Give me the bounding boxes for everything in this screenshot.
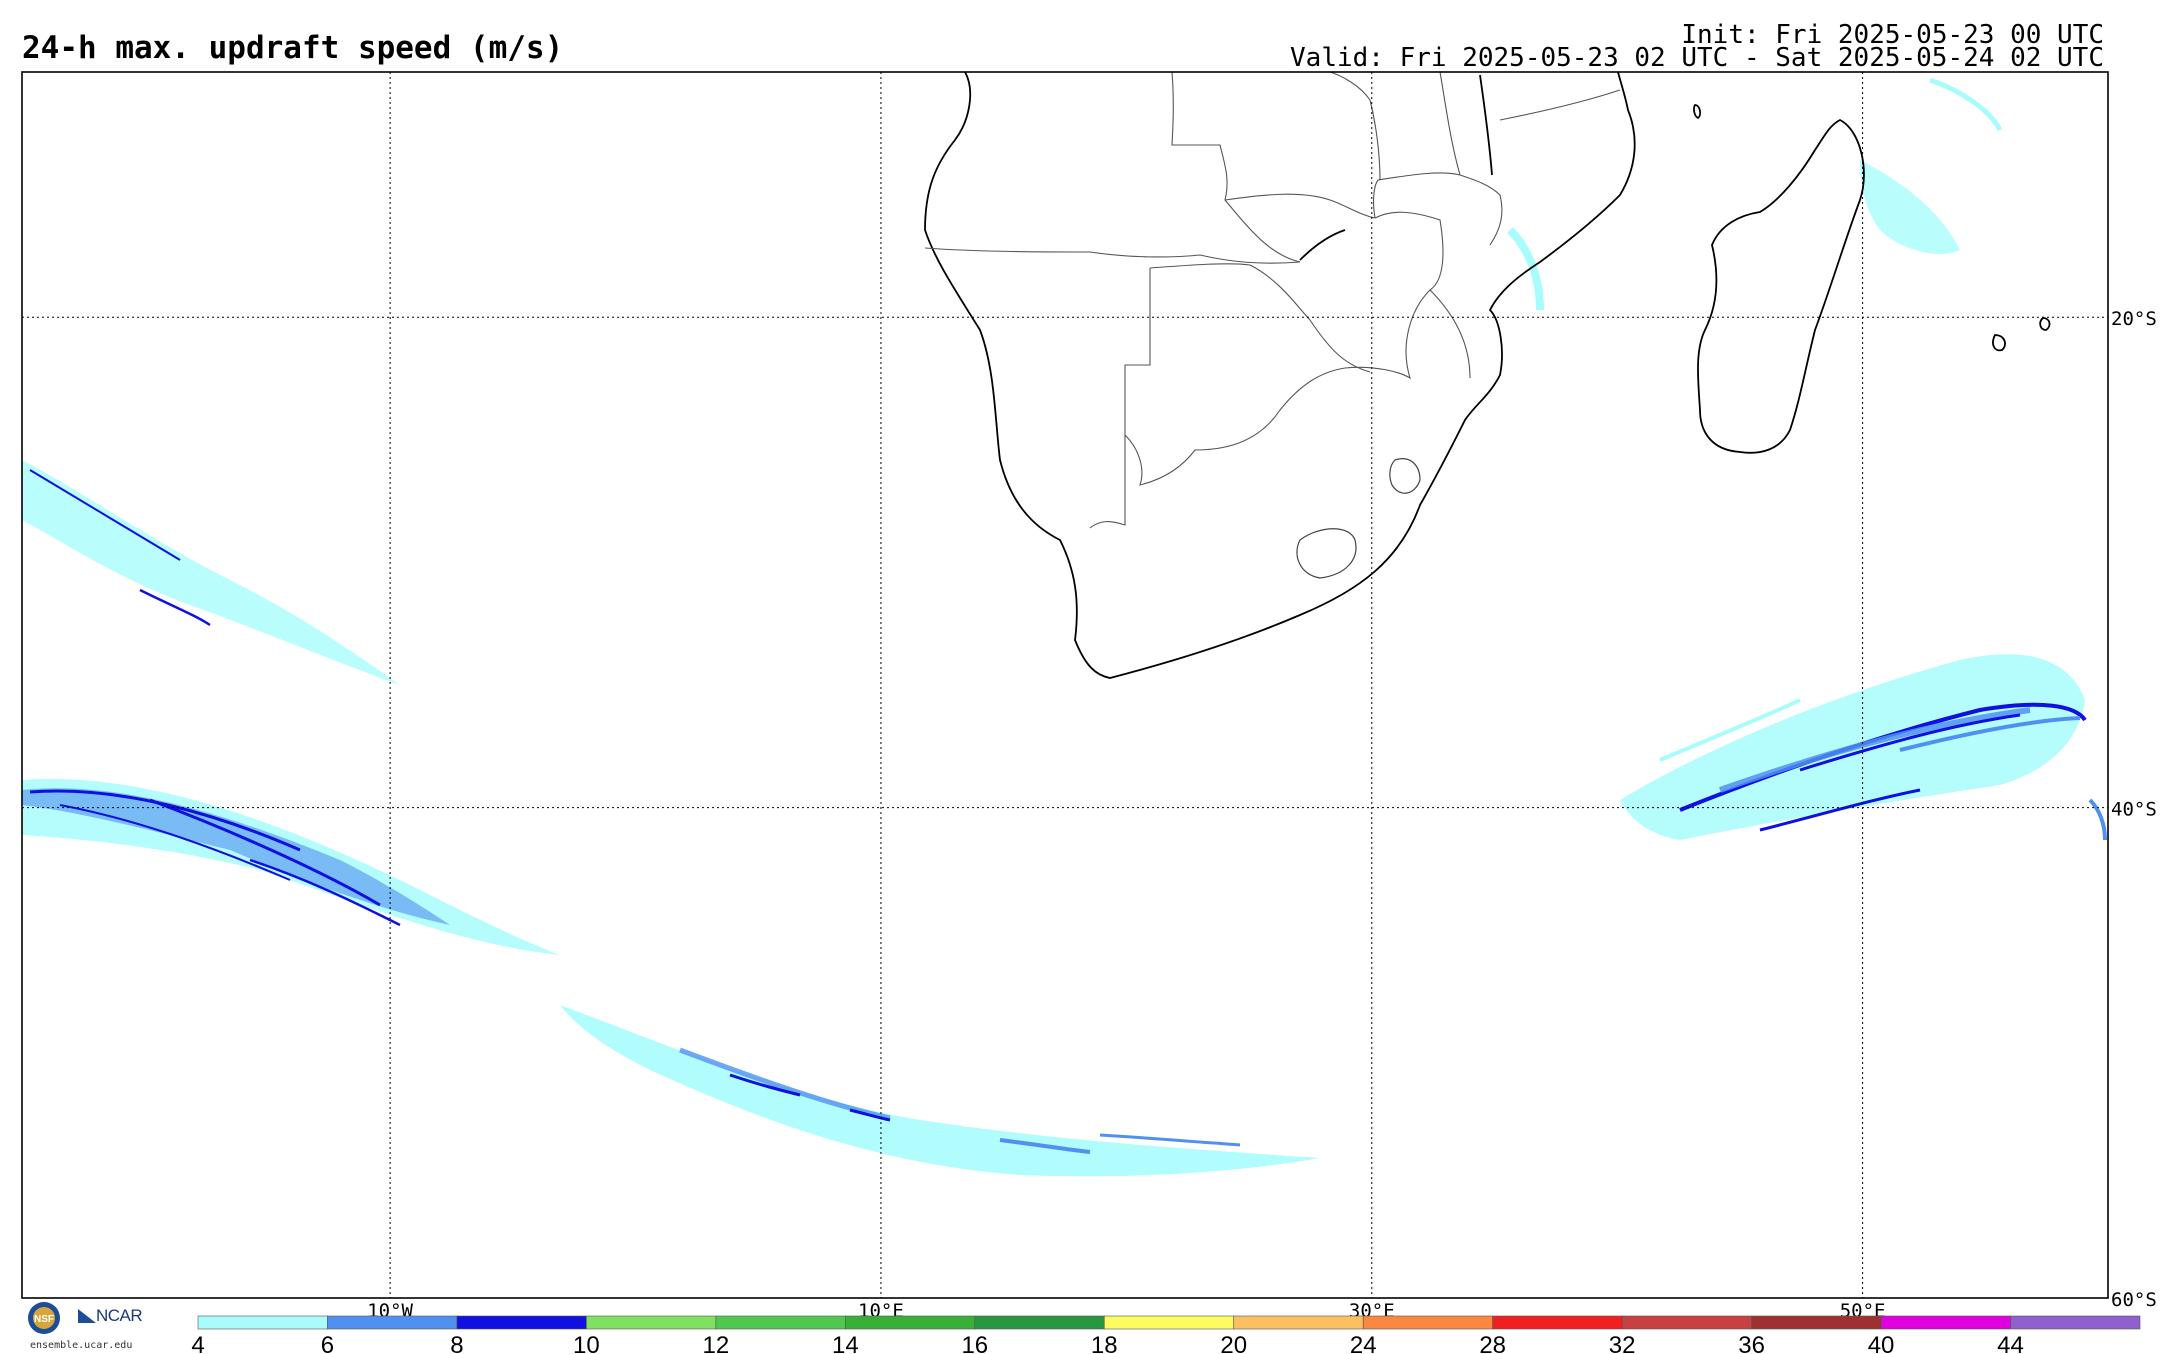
colorbar-swatch bbox=[1492, 1315, 1623, 1330]
colorbar-swatch bbox=[1880, 1315, 2011, 1330]
map-frame bbox=[21, 71, 2109, 1299]
colorbar-tick-label: 12 bbox=[703, 1332, 730, 1354]
colorbar-swatch bbox=[327, 1315, 458, 1330]
eswatini-border bbox=[1389, 458, 1421, 494]
updraft-swath-northwest bbox=[22, 460, 400, 685]
coastlines bbox=[924, 72, 2051, 679]
updraft-swath-mozambique-channel bbox=[1507, 77, 2003, 311]
colorbar-swatch bbox=[1103, 1315, 1235, 1330]
lat-label: 20°S bbox=[2111, 308, 2157, 330]
colorbar-swatch bbox=[1621, 1315, 1752, 1330]
colorbar-swatch bbox=[715, 1315, 846, 1330]
mauritius-island bbox=[2039, 317, 2051, 331]
colorbar-swatch bbox=[1751, 1315, 1882, 1330]
colorbar-tick-label: 8 bbox=[450, 1332, 463, 1354]
colorbar-tick-label: 24 bbox=[1350, 1332, 1377, 1354]
colorbar-tick-label: 14 bbox=[832, 1332, 859, 1354]
lesotho-border bbox=[1296, 528, 1357, 579]
ncar-triangle-icon bbox=[78, 1309, 96, 1323]
comoros-island bbox=[1693, 104, 1702, 120]
lake-malawi bbox=[1479, 74, 1493, 176]
ncar-logo: NCAR bbox=[78, 1306, 143, 1326]
svg-text:NSF: NSF bbox=[34, 1314, 54, 1325]
updraft-field bbox=[22, 77, 2107, 1177]
init-time: Init: Fri 2025-05-23 00 UTC bbox=[1681, 20, 2104, 50]
colorbar-swatch bbox=[974, 1315, 1105, 1330]
nsf-logo-icon: NSF bbox=[28, 1302, 60, 1334]
colorbar-tick-label: 18 bbox=[1091, 1332, 1118, 1354]
ncar-logo-text: NCAR bbox=[96, 1306, 143, 1325]
colorbar-swatch bbox=[456, 1315, 587, 1330]
colorbar: 4 6 8 10 12 14 16 18 20 24 28 32 36 40 44 bbox=[191, 1315, 2141, 1354]
colorbar-swatch bbox=[197, 1315, 328, 1330]
chart-title: 24-h max. updraft speed (m/s) bbox=[22, 30, 564, 66]
updraft-swath-southwest bbox=[22, 778, 560, 955]
colorbar-swatch bbox=[586, 1315, 717, 1330]
colorbar-tick-label: 4 bbox=[191, 1332, 204, 1354]
colorbar-tick-label: 40 bbox=[1868, 1332, 1895, 1354]
lat-label: 60°S bbox=[2111, 1289, 2157, 1311]
lake-kariba bbox=[1299, 229, 1346, 261]
colorbar-swatch bbox=[1362, 1315, 1493, 1330]
colorbar-tick-label: 44 bbox=[1997, 1332, 2024, 1354]
grid-labels: 20°S40°S60°S10°W 10°E 30°E 50°E bbox=[367, 308, 2157, 1322]
colorbar-swatch bbox=[845, 1315, 976, 1330]
colorbar-swatch bbox=[2010, 1315, 2141, 1330]
colorbar-tick-label: 20 bbox=[1220, 1332, 1247, 1354]
madagascar-coastline bbox=[1697, 118, 1865, 454]
colorbar-tick-label: 36 bbox=[1738, 1332, 1765, 1354]
updraft-swath-southeast bbox=[1620, 654, 2107, 841]
valid-time-range: Valid: Fri 2025-05-23 02 UTC - Sat 2025-… bbox=[1290, 43, 2104, 73]
colorbar-tick-label: 32 bbox=[1609, 1332, 1636, 1354]
country-borders bbox=[924, 72, 1621, 529]
africa-coastline bbox=[924, 72, 1636, 679]
colorbar-swatch bbox=[1233, 1315, 1364, 1330]
colorbar-tick-label: 6 bbox=[321, 1332, 334, 1354]
lat-label: 40°S bbox=[2111, 799, 2157, 821]
colorbar-tick-label: 10 bbox=[573, 1332, 600, 1354]
gridlines bbox=[22, 72, 2108, 1299]
colorbar-tick-label: 16 bbox=[961, 1332, 988, 1354]
updraft-swath-south-central bbox=[560, 1005, 1320, 1177]
branding-url: ensemble.ucar.edu bbox=[30, 1340, 133, 1351]
reunion-island bbox=[1992, 334, 2006, 352]
colorbar-tick-label: 28 bbox=[1479, 1332, 1506, 1354]
